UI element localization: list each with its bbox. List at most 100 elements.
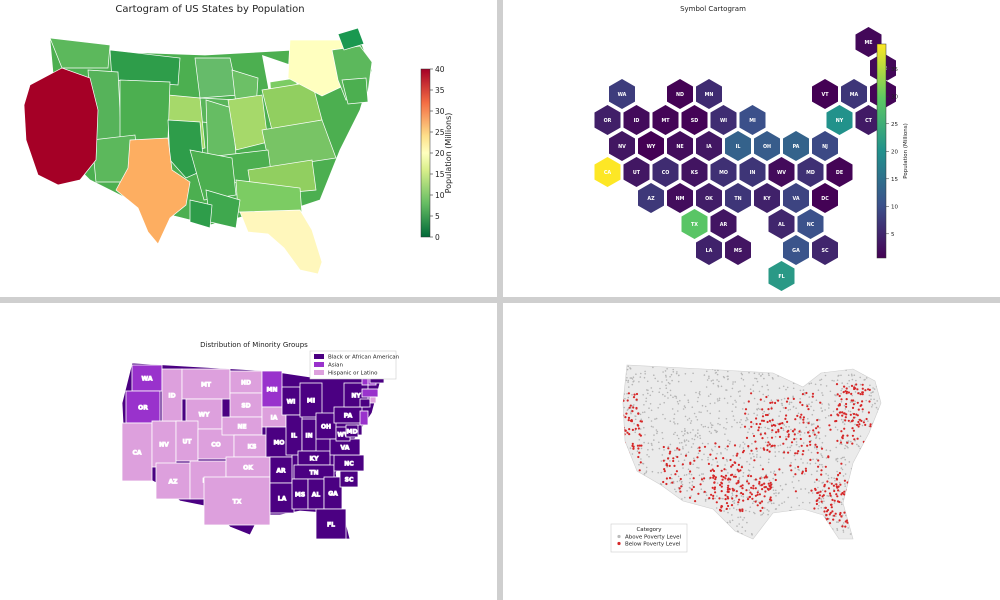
state-wa: WA — [131, 364, 163, 392]
point-below — [842, 434, 845, 437]
point-above — [799, 367, 801, 369]
point-above — [768, 412, 770, 415]
point-above — [882, 415, 884, 417]
state-mi: MI — [299, 382, 323, 418]
point-above — [852, 522, 854, 525]
point-above — [820, 498, 823, 500]
point-above — [860, 450, 862, 452]
point-above — [739, 446, 741, 448]
point-below — [816, 499, 819, 502]
point-above — [634, 486, 636, 488]
point-below — [764, 432, 767, 435]
point-below — [637, 412, 640, 415]
point-above — [797, 468, 799, 471]
hex-mt: MT — [651, 104, 680, 136]
point-above — [756, 450, 758, 452]
point-above — [654, 518, 657, 520]
point-above — [685, 453, 688, 455]
point-below — [840, 398, 843, 401]
point-above — [665, 384, 667, 387]
point-above — [766, 509, 769, 511]
point-above — [796, 379, 799, 381]
point-above — [731, 387, 734, 390]
point-above — [725, 458, 728, 461]
point-above — [820, 506, 823, 509]
point-above — [739, 390, 741, 392]
point-above — [671, 379, 673, 382]
hex-ca: CA — [593, 156, 622, 188]
point-above — [678, 509, 680, 511]
hex-ky: KY — [753, 182, 781, 214]
point-above — [820, 535, 823, 538]
point-above — [637, 507, 640, 510]
point-above — [762, 512, 765, 514]
point-above — [789, 446, 791, 449]
point-above — [749, 388, 752, 390]
point-above — [664, 417, 666, 420]
point-above — [709, 412, 711, 415]
point-above — [814, 367, 817, 369]
point-below — [835, 493, 838, 496]
point-above — [829, 449, 832, 452]
point-below — [744, 408, 748, 411]
point-below — [827, 487, 830, 490]
hex-label: UT — [633, 170, 641, 176]
point-below — [662, 459, 665, 462]
point-below — [759, 422, 762, 426]
point-above — [836, 457, 839, 460]
point-above — [690, 380, 692, 383]
state-label: VA — [341, 445, 350, 452]
point-below — [673, 464, 676, 467]
point-above — [776, 369, 779, 372]
point-above — [658, 510, 660, 512]
point-above — [710, 432, 712, 434]
point-above — [739, 365, 742, 366]
state-wi: WI — [281, 386, 301, 416]
point-above — [868, 465, 870, 468]
point-above — [698, 411, 700, 413]
point-above — [662, 521, 664, 524]
point-below — [746, 498, 750, 501]
point-above — [658, 486, 661, 489]
point-below — [616, 401, 618, 403]
point-below — [635, 398, 638, 401]
point-above — [768, 479, 771, 482]
state-label: AZ — [169, 479, 179, 486]
point-above — [633, 481, 636, 484]
point-above — [731, 494, 734, 496]
state-ok: OK — [225, 456, 271, 478]
point-below — [805, 391, 808, 395]
point-above — [648, 493, 651, 495]
point-above — [878, 391, 881, 394]
point-above — [712, 458, 714, 461]
point-above — [870, 392, 872, 394]
point-below — [667, 457, 670, 460]
point-above — [805, 426, 807, 429]
point-above — [703, 453, 705, 456]
point-above — [795, 407, 797, 409]
point-below — [866, 439, 869, 442]
point-below — [667, 492, 670, 495]
point-below — [784, 417, 787, 420]
point-above — [684, 430, 686, 432]
point-below — [798, 430, 801, 433]
point-above — [629, 502, 631, 505]
point-below — [850, 392, 853, 395]
point-above — [623, 419, 624, 422]
point-above — [820, 383, 822, 386]
point-below — [624, 416, 627, 419]
point-above — [875, 406, 878, 409]
point-below — [688, 496, 692, 499]
point-above — [858, 510, 861, 512]
point-above — [814, 446, 816, 449]
point-below — [814, 521, 817, 525]
point-above — [854, 416, 857, 419]
point-above — [780, 365, 782, 367]
point-below — [721, 478, 724, 481]
point-above — [631, 453, 634, 455]
point-above — [725, 389, 727, 391]
point-above — [684, 505, 687, 507]
point-above — [737, 516, 739, 519]
point-below — [736, 452, 739, 455]
point-below — [778, 435, 782, 438]
